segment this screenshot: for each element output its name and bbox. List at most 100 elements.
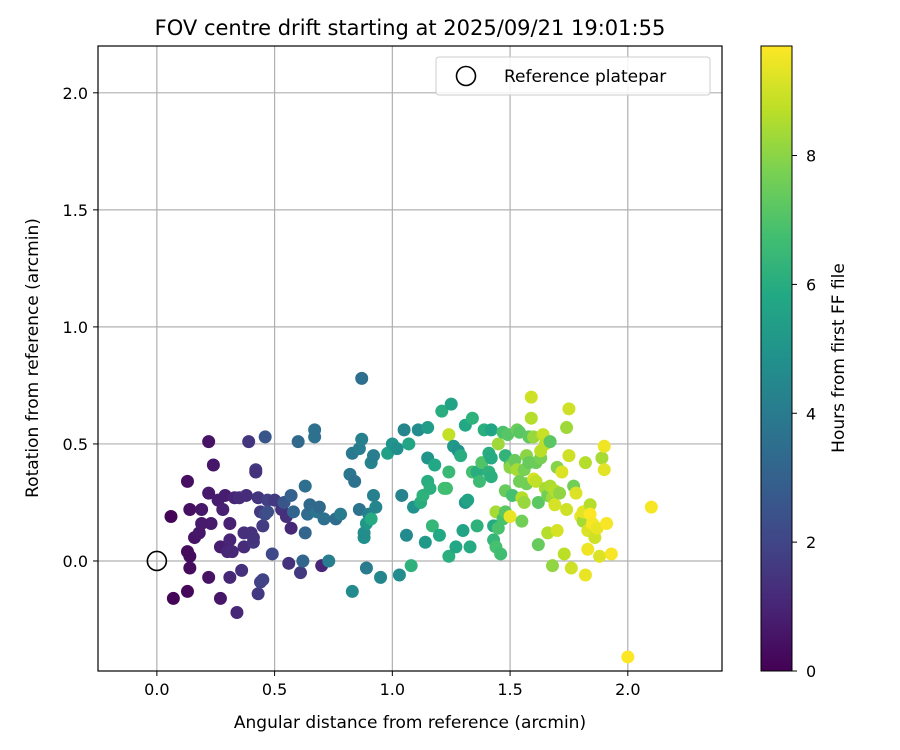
colorbar-tick-label: 8 [806,147,816,166]
scatter-point [529,474,543,488]
scatter-point [531,495,545,509]
scatter-point [597,439,611,453]
scatter-point [298,479,312,493]
plot-frame [97,45,723,672]
scatter-point [296,554,310,568]
scatter-point [206,458,220,472]
scatter-point [484,451,498,465]
scatter-point [204,517,218,531]
scatter-point [258,430,272,444]
scatter-point [472,474,486,488]
scatter-point [604,547,618,561]
scatter-point [180,474,194,488]
y-tick-label: 0.0 [63,552,88,571]
scatter-point [195,517,209,531]
scatter-point [444,397,458,411]
scatter-point [644,500,658,514]
scatter-point [418,535,432,549]
y-tick-label: 2.0 [63,84,88,103]
scatter-point [183,502,197,516]
x-axis-label: Angular distance from reference (arcmin) [234,713,586,733]
scatter-point [213,591,227,605]
scatter-point [367,488,381,502]
scatter-point [284,521,298,535]
colorbar-tick-label: 2 [806,533,816,552]
scatter-point [183,561,197,575]
legend-box [435,56,711,96]
scatter-point [484,423,498,437]
scatter-point [294,566,308,580]
scatter-point [593,549,607,563]
colorbar-tick-label: 0 [806,662,816,681]
y-tick-label: 1.5 [63,201,88,220]
colorbar-tick-label: 6 [806,275,816,294]
scatter-point [364,512,378,526]
scatter-point [578,568,592,582]
scatter-point [465,411,479,425]
colorbar [760,45,793,672]
scatter-point [256,573,270,587]
scatter-point [562,449,576,463]
scatter-point [202,570,216,584]
scatter-point [531,538,545,552]
scatter-point [223,517,237,531]
scatter-point [461,493,475,507]
scatter-point [374,570,388,584]
scatter-point [543,435,557,449]
scatter-point [569,486,583,500]
y-tick-label: 0.5 [63,435,88,454]
scatter-point [317,512,331,526]
scatter-point [494,547,508,561]
scatter-point [578,456,592,470]
scatter-point [517,495,531,509]
scatter-point [425,519,439,533]
scatter-point [421,421,435,435]
scatter-point [583,498,597,512]
scatter-point [564,561,578,575]
x-tick-label: 1.5 [497,680,522,699]
scatter-point [180,584,194,598]
scatter-point [404,559,418,573]
scatter-point [355,432,369,446]
colorbar-ticks: 0 2 4 6 8 [792,147,816,681]
scatter-point [560,502,574,516]
scatter-point [249,465,263,479]
scatter-point [399,528,413,542]
scatter-point [557,547,571,561]
colorbar-tick-label: 4 [806,404,816,423]
scatter-point [282,556,296,570]
scatter-point [334,507,348,521]
y-ticks: 0.0 0.5 1.0 1.5 2.0 [63,84,98,571]
grid [98,46,722,671]
scatter-point [503,510,517,524]
scatter-point [449,540,463,554]
y-tick-label: 1.0 [63,318,88,337]
legend-reference-marker-icon [455,65,477,87]
scatter-point [202,435,216,449]
legend-label: Reference platepar [504,67,666,87]
scatter-point [428,458,442,472]
scatter-point [261,505,275,519]
scatter-point [322,554,336,568]
scatter-point [202,486,216,500]
scatter-point [308,430,322,444]
x-tick-label: 2.0 [615,680,640,699]
scatter-point [230,605,244,619]
colorbar-label: Hours from first FF file [829,263,849,453]
scatter-point [312,500,326,514]
scatter-point [195,502,209,516]
scatter-point [491,437,505,451]
scatter-point [597,463,611,477]
scatter-point [553,486,567,500]
scatter-point [369,500,383,514]
scatter-point [265,547,279,561]
scatter-point [442,549,456,563]
scatter-point [560,421,574,435]
scatter-point [367,449,381,463]
scatter-point [166,591,180,605]
scatter-point [515,514,529,528]
scatter-point [581,542,595,556]
scatter-point [390,442,404,456]
scatter-point [484,470,498,484]
